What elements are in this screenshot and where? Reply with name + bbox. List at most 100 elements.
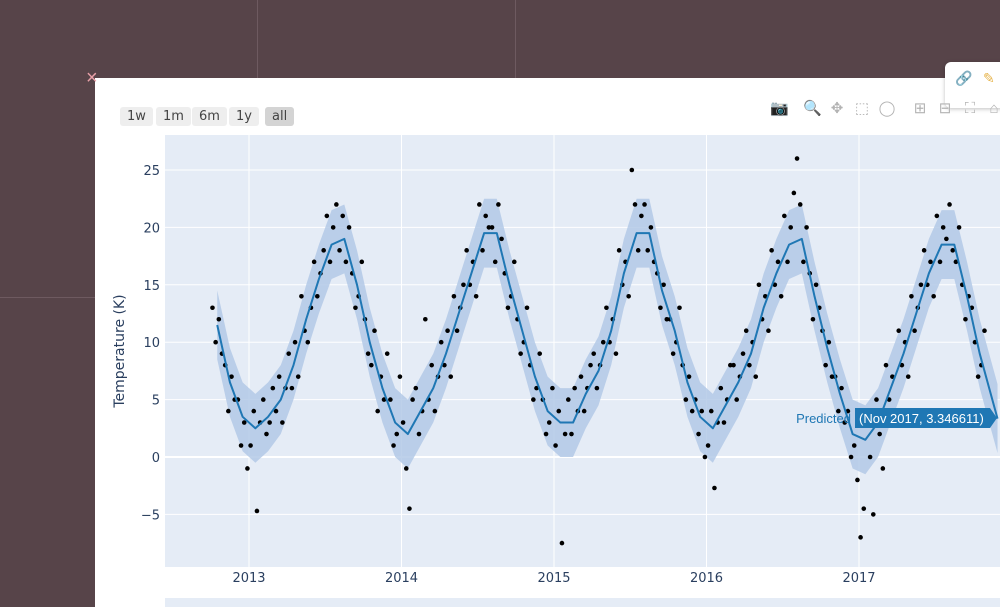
range-button-1m[interactable]: 1m	[156, 107, 191, 126]
observed-point	[743, 328, 749, 334]
observed-point	[686, 374, 692, 379]
box-select-icon[interactable]: ⬚	[854, 100, 870, 117]
observed-point	[896, 328, 902, 334]
observed-point	[537, 351, 543, 356]
observed-point	[813, 282, 819, 288]
observed-point	[880, 466, 886, 471]
observed-point	[375, 408, 380, 414]
tooltip-box	[855, 408, 997, 428]
observed-point	[391, 443, 396, 448]
observed-point	[683, 397, 689, 402]
observed-point	[635, 248, 641, 253]
observed-point	[546, 420, 552, 425]
observed-point	[327, 259, 333, 265]
observed-point	[562, 431, 568, 437]
observed-point	[451, 293, 457, 299]
observed-point	[397, 374, 403, 379]
range-button-1w[interactable]: 1w	[120, 107, 153, 126]
observed-point	[267, 420, 272, 425]
observed-point	[248, 443, 253, 448]
observed-point	[810, 316, 816, 322]
tooltip-value: (Nov 2017, 3.346611)	[859, 411, 984, 426]
observed-point	[477, 202, 482, 207]
observed-point	[858, 535, 863, 540]
observed-point	[944, 236, 949, 242]
observed-point	[600, 339, 606, 345]
observed-point	[629, 167, 635, 173]
observed-point	[626, 293, 631, 299]
observed-point	[565, 397, 571, 402]
observed-point	[511, 259, 517, 265]
observed-point	[394, 431, 400, 437]
observed-point	[559, 540, 565, 546]
observed-point	[260, 397, 266, 402]
observed-point	[861, 506, 867, 511]
observed-point	[423, 316, 428, 322]
observed-point	[890, 374, 895, 379]
camera-icon[interactable]: 📷	[770, 100, 789, 117]
observed-point	[718, 385, 724, 391]
observed-point	[905, 374, 911, 379]
range-button-1y[interactable]: 1y	[229, 107, 259, 126]
observed-point	[934, 213, 940, 219]
zoom-in-icon[interactable]: ⊞	[913, 100, 927, 117]
link-icon[interactable]: 🔗	[955, 70, 973, 86]
observed-point	[734, 397, 739, 402]
observed-point	[245, 466, 250, 471]
pan-icon[interactable]: ✥	[830, 100, 844, 117]
observed-point	[801, 259, 806, 265]
observed-point	[276, 374, 282, 379]
observed-point	[877, 431, 882, 437]
note-icon[interactable]: ✎	[983, 70, 995, 86]
observed-point	[836, 408, 841, 414]
observed-point	[712, 485, 717, 491]
observed-point	[369, 362, 374, 368]
observed-point	[731, 362, 736, 368]
observed-point	[648, 225, 654, 230]
observed-point	[829, 374, 835, 379]
background-gridline	[0, 297, 95, 298]
zoom-icon[interactable]: 🔍	[803, 100, 822, 117]
x-tick-label: 2013	[232, 571, 265, 586]
observed-point	[785, 259, 790, 265]
observed-point	[826, 339, 832, 345]
observed-point	[483, 213, 488, 219]
predicted-line	[216, 232, 999, 441]
observed-point	[238, 443, 244, 448]
zoom-out-icon[interactable]: ⊟	[938, 100, 952, 117]
observed-point	[480, 248, 485, 253]
range-button-6m[interactable]: 6m	[192, 107, 227, 126]
home-icon[interactable]: ⌂	[989, 100, 999, 117]
observed-point	[947, 202, 952, 207]
y-tick-label: 15	[143, 279, 160, 294]
close-icon[interactable]: ×	[86, 67, 98, 89]
observed-point	[289, 385, 295, 391]
observed-point	[264, 431, 269, 437]
observed-point	[496, 202, 501, 207]
observed-point	[534, 385, 539, 391]
observed-point	[794, 156, 800, 161]
range-button-all[interactable]: all	[265, 107, 295, 126]
observed-point	[588, 362, 593, 368]
observed-point	[782, 213, 787, 219]
observed-point	[851, 443, 857, 448]
observed-point	[359, 259, 365, 265]
observed-point	[403, 466, 409, 471]
observed-point	[931, 293, 936, 299]
lasso-icon[interactable]: ◯	[878, 100, 896, 117]
observed-point	[696, 431, 701, 437]
observed-point	[762, 293, 768, 299]
range-slider[interactable]	[165, 598, 1000, 607]
observed-point	[324, 213, 330, 219]
autoscale-icon[interactable]: ⛶	[964, 100, 976, 117]
observed-point	[982, 328, 987, 334]
y-axis-title: Temperature (K)	[112, 294, 128, 408]
observed-point	[543, 431, 549, 437]
observed-point	[791, 190, 797, 196]
observed-point	[569, 431, 574, 437]
observed-point	[321, 248, 326, 253]
observed-point	[531, 397, 536, 402]
observed-point	[226, 408, 231, 414]
observed-point	[413, 385, 419, 391]
